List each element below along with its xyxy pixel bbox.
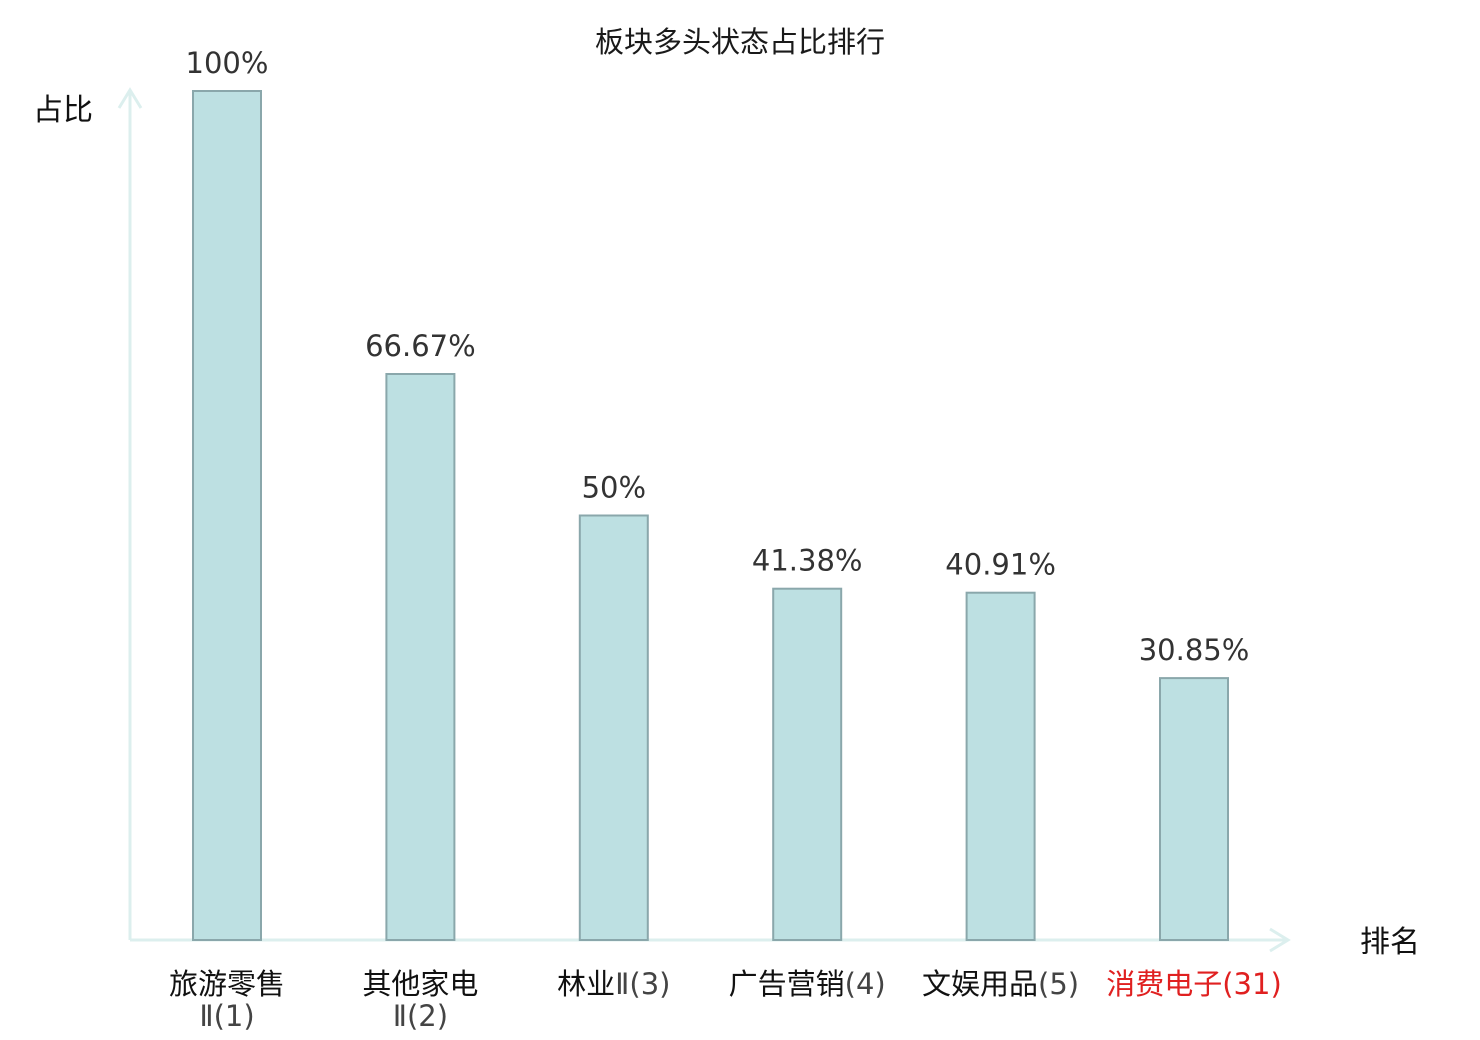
value-label-3: 50% (582, 471, 646, 505)
value-label-6: 30.85% (1139, 633, 1250, 667)
value-label-4: 41.38% (752, 544, 863, 578)
category-rank-6: (31) (1222, 967, 1282, 1001)
value-label-5: 40.91% (945, 548, 1056, 582)
x-axis-label: 排名 (1360, 925, 1420, 960)
bar-3 (578, 514, 649, 941)
value-label-2: 66.67% (365, 329, 476, 363)
bar-6 (1159, 677, 1229, 941)
category-label-5: 文娱用品(5) (922, 967, 1079, 1001)
category-name-6: 消费电子 (1106, 967, 1222, 1001)
category-rank-2: Ⅱ(2) (393, 999, 448, 1033)
category-label-2: 其他家电 (362, 967, 478, 1001)
x-axis-arrow (1269, 927, 1291, 953)
category-name-3: 林业 (557, 967, 615, 1001)
y-axis-label: 占比 (33, 93, 93, 128)
category-label-1: 旅游零售 (169, 967, 285, 1001)
y-axis (117, 87, 143, 940)
bars (192, 90, 1229, 941)
category-label-4: 广告营销(4) (729, 967, 886, 1001)
category-name-5: 文娱用品 (922, 967, 1038, 1001)
category-label-6: 消费电子(31) (1106, 967, 1282, 1001)
category-rank-4: (4) (845, 967, 886, 1001)
x-axis (130, 927, 1291, 953)
chart-title: 板块多头状态占比排行 (595, 25, 885, 59)
value-label-1: 100% (186, 46, 269, 80)
bar-4 (772, 587, 843, 941)
bar-1 (192, 90, 262, 941)
category-rank-1: Ⅱ(1) (199, 999, 254, 1033)
bar-5 (965, 591, 1036, 941)
y-axis-arrow (117, 87, 143, 109)
value-labels: 100% 66.67% 50% 41.38% 40.91% 30.85% (186, 46, 1250, 667)
category-rank-3: Ⅱ(3) (615, 967, 670, 1001)
category-name-4: 广告营销 (729, 967, 845, 1001)
category-label-3: 林业Ⅱ(3) (557, 967, 670, 1001)
bar-2 (385, 373, 456, 941)
category-rank-5: (5) (1038, 967, 1079, 1001)
